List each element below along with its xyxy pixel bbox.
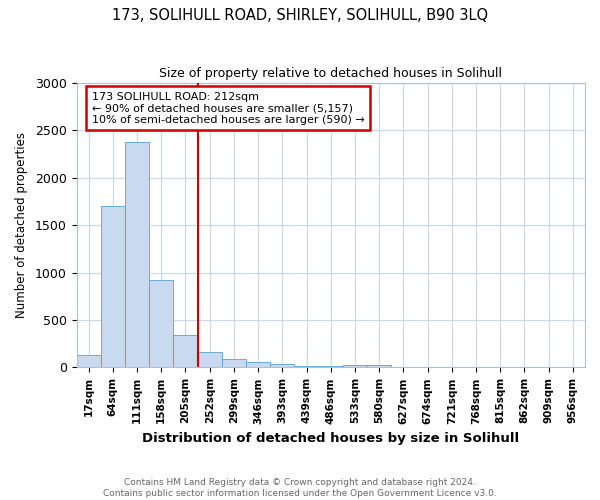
Bar (319, 366, 343, 368)
Bar (101, 206, 125, 368)
Text: Contains HM Land Registry data © Crown copyright and database right 2024.
Contai: Contains HM Land Registry data © Crown c… (103, 478, 497, 498)
Bar (77, 355, 101, 368)
Bar (246, 362, 270, 368)
Bar (125, 142, 149, 368)
Bar (173, 335, 197, 368)
Bar (197, 352, 222, 368)
Title: Size of property relative to detached houses in Solihull: Size of property relative to detached ho… (159, 68, 502, 80)
Text: 173, SOLIHULL ROAD, SHIRLEY, SOLIHULL, B90 3LQ: 173, SOLIHULL ROAD, SHIRLEY, SOLIHULL, B… (112, 8, 488, 22)
Y-axis label: Number of detached properties: Number of detached properties (15, 132, 28, 318)
Bar (270, 364, 295, 368)
Bar (222, 359, 246, 368)
Bar (367, 364, 391, 368)
X-axis label: Distribution of detached houses by size in Solihull: Distribution of detached houses by size … (142, 432, 520, 445)
Text: 173 SOLIHULL ROAD: 212sqm
← 90% of detached houses are smaller (5,157)
10% of se: 173 SOLIHULL ROAD: 212sqm ← 90% of detac… (92, 92, 365, 125)
Bar (149, 280, 173, 368)
Bar (343, 364, 367, 368)
Bar (295, 366, 319, 368)
